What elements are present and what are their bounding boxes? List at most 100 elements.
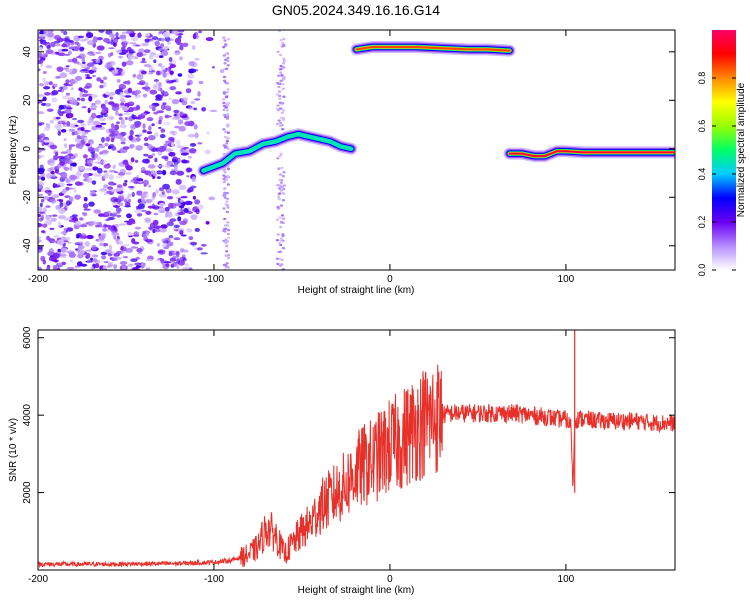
noise-speckle	[97, 156, 101, 161]
noise-speckle	[281, 128, 285, 131]
noise-speckle	[74, 41, 79, 45]
noise-speckle	[78, 56, 83, 60]
noise-speckle	[166, 71, 170, 76]
noise-speckle	[42, 207, 47, 213]
noise-speckle	[118, 240, 123, 245]
noise-speckle	[48, 248, 54, 254]
noise-speckle	[90, 104, 98, 109]
noise-speckle	[280, 166, 284, 170]
noise-speckle	[282, 60, 286, 63]
noise-speckle	[227, 256, 231, 260]
noise-speckle	[158, 126, 162, 129]
noise-speckle	[73, 187, 77, 193]
noise-speckle	[97, 167, 103, 174]
noise-speckle	[38, 68, 41, 72]
noise-speckle	[129, 34, 135, 37]
noise-speckle	[224, 44, 228, 47]
noise-speckle	[114, 124, 120, 131]
noise-speckle	[40, 198, 45, 203]
noise-speckle	[175, 178, 182, 185]
noise-speckle	[83, 129, 91, 133]
noise-speckle	[276, 262, 280, 266]
noise-speckle	[134, 262, 142, 266]
noise-speckle	[226, 113, 230, 116]
noise-speckle	[80, 123, 86, 127]
noise-speckle	[275, 93, 279, 96]
noise-speckle	[278, 216, 282, 219]
noise-speckle	[177, 33, 184, 36]
noise-speckle	[161, 65, 165, 69]
noise-speckle	[38, 111, 45, 114]
noise-speckle	[49, 119, 54, 124]
noise-speckle	[74, 124, 79, 127]
noise-speckle	[222, 263, 226, 267]
noise-speckle	[142, 129, 147, 133]
noise-speckle	[223, 39, 227, 42]
noise-speckle	[62, 41, 71, 48]
noise-speckle	[168, 151, 176, 157]
noise-speckle	[51, 97, 58, 103]
noise-speckle	[110, 123, 115, 129]
noise-speckle	[278, 192, 282, 195]
noise-speckle	[156, 164, 164, 168]
noise-speckle	[177, 73, 183, 77]
noise-speckle	[77, 35, 85, 39]
colorbar-label: Normalized spectral amplitude	[736, 82, 747, 217]
noise-speckle	[109, 33, 116, 38]
noise-speckle	[77, 119, 85, 124]
noise-speckle	[162, 45, 170, 48]
noise-speckle	[121, 70, 126, 75]
noise-speckle	[87, 146, 95, 153]
noise-speckle	[225, 117, 229, 120]
noise-speckle	[63, 166, 70, 171]
noise-speckle	[281, 83, 285, 86]
noise-speckle	[125, 165, 133, 171]
noise-speckle	[126, 247, 133, 253]
noise-speckle	[65, 179, 71, 183]
noise-speckle	[52, 214, 58, 217]
noise-speckle	[182, 42, 189, 47]
y-tick-label: 40	[22, 46, 33, 58]
noise-speckle	[162, 31, 171, 38]
noise-speckle	[174, 50, 181, 56]
noise-speckle	[140, 166, 146, 172]
noise-speckle	[279, 124, 283, 128]
noise-speckle	[76, 249, 81, 253]
noise-speckle	[152, 105, 156, 112]
noise-speckle	[278, 68, 282, 71]
noise-speckle	[108, 244, 112, 251]
noise-speckle	[84, 241, 91, 247]
noise-speckle	[226, 137, 230, 140]
noise-speckle	[113, 37, 119, 44]
colorbar-tick-label: 0.8	[697, 72, 707, 85]
noise-speckle	[282, 43, 286, 47]
noise-speckle	[108, 174, 114, 181]
snr-panel: -200 -100 0 100 2000 4000 6000 Height of strai…	[8, 326, 676, 596]
noise-speckle	[223, 62, 227, 65]
noise-speckle	[278, 178, 282, 182]
noise-speckle	[190, 214, 198, 221]
noise-speckle	[112, 164, 116, 169]
noise-speckle	[63, 138, 67, 142]
noise-speckle	[95, 174, 102, 177]
noise-speckle	[40, 215, 44, 221]
noise-speckle	[222, 46, 226, 49]
noise-speckle	[80, 97, 86, 102]
noise-speckle	[61, 188, 67, 195]
noise-speckle	[107, 145, 112, 150]
noise-speckle	[105, 136, 111, 142]
noise-speckle	[98, 242, 105, 247]
noise-speckle	[168, 97, 173, 100]
noise-speckle	[222, 36, 226, 39]
noise-speckle	[131, 191, 135, 198]
noise-speckle	[148, 125, 152, 131]
noise-speckle	[209, 109, 218, 112]
noise-speckle	[156, 176, 161, 179]
noise-speckle	[181, 100, 188, 106]
noise-speckle	[227, 236, 231, 240]
noise-speckle	[71, 68, 78, 74]
noise-speckle	[89, 140, 95, 145]
noise-speckle	[68, 219, 75, 223]
noise-speckle	[152, 173, 157, 177]
noise-speckle	[142, 93, 148, 98]
